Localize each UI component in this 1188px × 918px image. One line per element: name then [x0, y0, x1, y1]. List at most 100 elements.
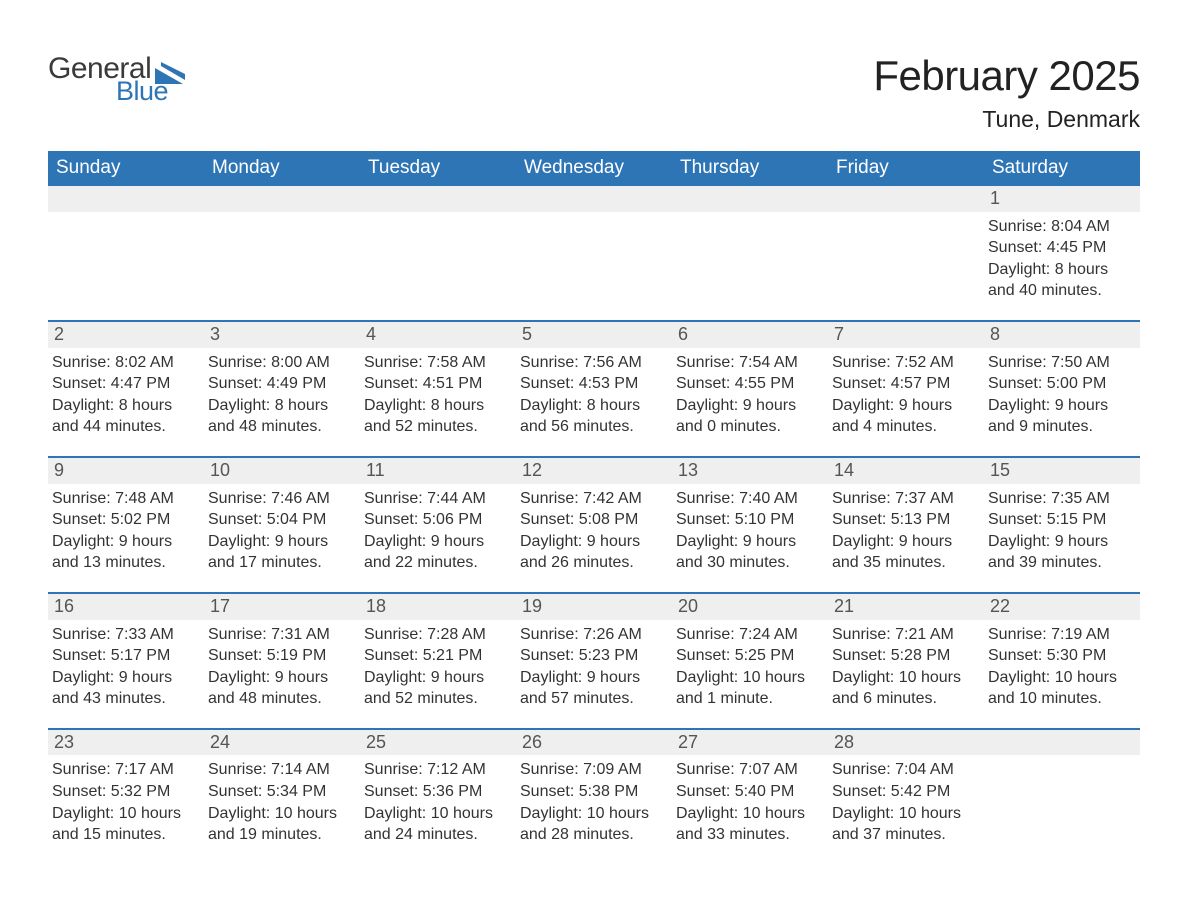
day-details: Sunrise: 7:37 AMSunset: 5:13 PMDaylight:…: [828, 484, 984, 574]
location-label: Tune, Denmark: [873, 106, 1140, 133]
calendar-cell: .: [204, 186, 360, 321]
calendar-cell: 4Sunrise: 7:58 AMSunset: 4:51 PMDaylight…: [360, 321, 516, 457]
sunrise-line: Sunrise: 7:31 AM: [208, 624, 352, 646]
day-details: Sunrise: 7:12 AMSunset: 5:36 PMDaylight:…: [360, 755, 516, 845]
sunset-line: Sunset: 5:04 PM: [208, 509, 352, 531]
day-number: 4: [360, 322, 516, 348]
sunrise-line: Sunrise: 7:24 AM: [676, 624, 820, 646]
daylight-line: Daylight: 8 hours and 48 minutes.: [208, 395, 352, 438]
daylight-line: Daylight: 8 hours and 56 minutes.: [520, 395, 664, 438]
day-number: .: [828, 186, 984, 212]
calendar-cell: 5Sunrise: 7:56 AMSunset: 4:53 PMDaylight…: [516, 321, 672, 457]
day-number: 10: [204, 458, 360, 484]
daylight-line: Daylight: 8 hours and 52 minutes.: [364, 395, 508, 438]
sunset-line: Sunset: 5:21 PM: [364, 645, 508, 667]
day-number: 15: [984, 458, 1140, 484]
day-number: 21: [828, 594, 984, 620]
calendar-cell: 21Sunrise: 7:21 AMSunset: 5:28 PMDayligh…: [828, 593, 984, 729]
daylight-line: Daylight: 9 hours and 4 minutes.: [832, 395, 976, 438]
sunset-line: Sunset: 5:40 PM: [676, 781, 820, 803]
calendar-week: ......1Sunrise: 8:04 AMSunset: 4:45 PMDa…: [48, 186, 1140, 321]
calendar-week: 16Sunrise: 7:33 AMSunset: 5:17 PMDayligh…: [48, 593, 1140, 729]
sunset-line: Sunset: 5:19 PM: [208, 645, 352, 667]
calendar-cell: 17 Sunrise: 7:31 AMSunset: 5:19 PMDayligh…: [204, 593, 360, 729]
day-number: 28: [828, 730, 984, 756]
daylight-line: Daylight: 10 hours and 1 minute.: [676, 667, 820, 710]
sunrise-line: Sunrise: 7:44 AM: [364, 488, 508, 510]
sunrise-line: Sunrise: 7:28 AM: [364, 624, 508, 646]
day-details: Sunrise: 7:58 AMSunset: 4:51 PMDaylight:…: [360, 348, 516, 438]
day-number: 24: [204, 730, 360, 756]
day-number: 3: [204, 322, 360, 348]
sunset-line: Sunset: 5:36 PM: [364, 781, 508, 803]
calendar-cell: 27Sunrise: 7:07 AMSunset: 5:40 PMDayligh…: [672, 729, 828, 864]
weekday-header: Monday: [204, 151, 360, 186]
day-details: Sunrise: 8:00 AMSunset: 4:49 PMDaylight:…: [204, 348, 360, 438]
sunrise-line: Sunrise: 7:04 AM: [832, 759, 976, 781]
calendar-cell: 23Sunrise: 7:17 AMSunset: 5:32 PMDayligh…: [48, 729, 204, 864]
sunrise-line: Sunrise: 7:52 AM: [832, 352, 976, 374]
sunrise-line: Sunrise: 7:17 AM: [52, 759, 196, 781]
day-number: 18: [360, 594, 516, 620]
daylight-line: Daylight: 9 hours and 17 minutes.: [208, 531, 352, 574]
day-number: 17: [204, 594, 360, 620]
daylight-line: Daylight: 10 hours and 28 minutes.: [520, 803, 664, 846]
sunrise-line: Sunrise: 8:04 AM: [988, 216, 1132, 238]
day-number: 5: [516, 322, 672, 348]
sunset-line: Sunset: 5:13 PM: [832, 509, 976, 531]
calendar-cell: 6Sunrise: 7:54 AMSunset: 4:55 PMDaylight…: [672, 321, 828, 457]
day-details: Sunrise: 8:02 AMSunset: 4:47 PMDaylight:…: [48, 348, 204, 438]
weekday-header: Saturday: [984, 151, 1140, 186]
daylight-line: Daylight: 9 hours and 48 minutes.: [208, 667, 352, 710]
sunset-line: Sunset: 4:49 PM: [208, 373, 352, 395]
calendar-header: SundayMondayTuesdayWednesdayThursdayFrid…: [48, 151, 1140, 186]
sunrise-line: Sunrise: 7:09 AM: [520, 759, 664, 781]
weekday-header: Wednesday: [516, 151, 672, 186]
sunrise-line: Sunrise: 8:02 AM: [52, 352, 196, 374]
weekday-header: Sunday: [48, 151, 204, 186]
sunset-line: Sunset: 5:25 PM: [676, 645, 820, 667]
sunset-line: Sunset: 4:47 PM: [52, 373, 196, 395]
calendar-page: General Blue February 2025 Tune, Denmark…: [0, 0, 1188, 896]
day-details: Sunrise: 7:04 AMSunset: 5:42 PMDaylight:…: [828, 755, 984, 845]
sunset-line: Sunset: 5:15 PM: [988, 509, 1132, 531]
sunset-line: Sunset: 5:38 PM: [520, 781, 664, 803]
sunset-line: Sunset: 5:28 PM: [832, 645, 976, 667]
brand-logo: General Blue: [48, 52, 189, 105]
calendar-cell: 25Sunrise: 7:12 AMSunset: 5:36 PMDayligh…: [360, 729, 516, 864]
calendar-cell: 11Sunrise: 7:44 AMSunset: 5:06 PMDayligh…: [360, 457, 516, 593]
day-number: 20: [672, 594, 828, 620]
daylight-line: Daylight: 10 hours and 6 minutes.: [832, 667, 976, 710]
sunset-line: Sunset: 4:55 PM: [676, 373, 820, 395]
calendar-cell: 24Sunrise: 7:14 AMSunset: 5:34 PMDayligh…: [204, 729, 360, 864]
sunrise-line: Sunrise: 7:35 AM: [988, 488, 1132, 510]
calendar-cell: 3Sunrise: 8:00 AMSunset: 4:49 PMDaylight…: [204, 321, 360, 457]
calendar-cell: 14Sunrise: 7:37 AMSunset: 5:13 PMDayligh…: [828, 457, 984, 593]
calendar-cell: 2Sunrise: 8:02 AMSunset: 4:47 PMDaylight…: [48, 321, 204, 457]
sunset-line: Sunset: 5:08 PM: [520, 509, 664, 531]
day-details: Sunrise: 7:33 AMSunset: 5:17 PMDaylight:…: [48, 620, 204, 710]
sunrise-line: Sunrise: 8:00 AM: [208, 352, 352, 374]
daylight-line: Daylight: 8 hours and 44 minutes.: [52, 395, 196, 438]
sunrise-line: Sunrise: 7:58 AM: [364, 352, 508, 374]
month-title: February 2025: [873, 52, 1140, 100]
calendar-week: 2Sunrise: 8:02 AMSunset: 4:47 PMDaylight…: [48, 321, 1140, 457]
calendar-cell: .: [360, 186, 516, 321]
day-details: Sunrise: 7:46 AMSunset: 5:04 PMDaylight:…: [204, 484, 360, 574]
sunrise-line: Sunrise: 7:48 AM: [52, 488, 196, 510]
sunrise-line: Sunrise: 7:54 AM: [676, 352, 820, 374]
day-number: 13: [672, 458, 828, 484]
day-details: Sunrise: 7:44 AMSunset: 5:06 PMDaylight:…: [360, 484, 516, 574]
sunset-line: Sunset: 5:34 PM: [208, 781, 352, 803]
calendar-cell: 15Sunrise: 7:35 AMSunset: 5:15 PMDayligh…: [984, 457, 1140, 593]
day-number: 16: [48, 594, 204, 620]
day-number: 22: [984, 594, 1140, 620]
calendar-cell: 19Sunrise: 7:26 AMSunset: 5:23 PMDayligh…: [516, 593, 672, 729]
weekday-header: Tuesday: [360, 151, 516, 186]
header-row: General Blue February 2025 Tune, Denmark: [48, 52, 1140, 133]
calendar-cell: .: [672, 186, 828, 321]
day-number: 11: [360, 458, 516, 484]
sunset-line: Sunset: 5:23 PM: [520, 645, 664, 667]
daylight-line: Daylight: 10 hours and 33 minutes.: [676, 803, 820, 846]
sunset-line: Sunset: 5:32 PM: [52, 781, 196, 803]
